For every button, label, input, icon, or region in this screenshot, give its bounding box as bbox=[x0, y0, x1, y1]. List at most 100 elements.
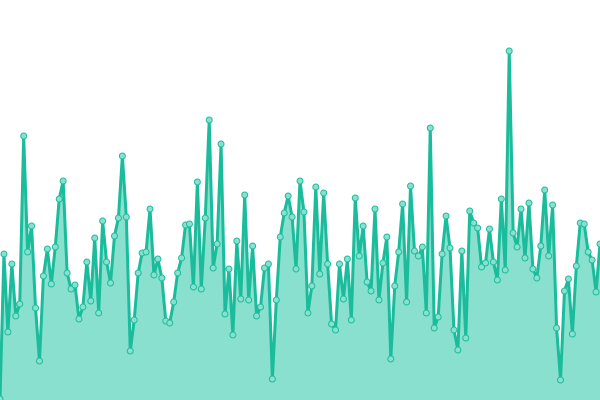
data-point bbox=[276, 233, 284, 241]
data-point bbox=[245, 296, 253, 304]
data-point bbox=[328, 320, 336, 328]
data-point bbox=[99, 217, 107, 225]
data-point bbox=[63, 269, 71, 277]
data-point bbox=[482, 259, 490, 267]
data-point bbox=[4, 328, 12, 336]
data-point bbox=[178, 254, 186, 262]
data-point bbox=[12, 312, 20, 320]
data-point bbox=[233, 237, 241, 245]
data-point bbox=[351, 194, 359, 202]
data-point bbox=[237, 295, 245, 303]
data-point bbox=[513, 243, 521, 251]
data-point bbox=[414, 252, 422, 260]
data-point bbox=[288, 213, 296, 221]
data-point bbox=[584, 248, 592, 256]
data-point bbox=[430, 324, 438, 332]
data-point bbox=[134, 269, 142, 277]
data-point bbox=[450, 326, 458, 334]
data-point bbox=[312, 183, 320, 191]
data-point bbox=[588, 256, 596, 264]
data-point bbox=[150, 271, 158, 279]
data-point bbox=[592, 288, 600, 296]
data-point bbox=[501, 266, 509, 274]
data-point bbox=[114, 214, 122, 222]
data-point bbox=[197, 285, 205, 293]
data-point bbox=[387, 355, 395, 363]
data-point bbox=[489, 258, 497, 266]
data-point bbox=[371, 205, 379, 213]
data-point bbox=[193, 178, 201, 186]
data-point bbox=[529, 265, 537, 273]
data-point bbox=[249, 242, 257, 250]
data-point bbox=[533, 274, 541, 282]
data-point bbox=[410, 247, 418, 255]
data-point bbox=[217, 140, 225, 148]
data-point bbox=[130, 316, 138, 324]
data-point bbox=[107, 279, 115, 287]
data-point bbox=[241, 191, 249, 199]
data-point bbox=[525, 199, 533, 207]
data-point bbox=[59, 177, 67, 185]
data-point bbox=[367, 287, 375, 295]
data-point bbox=[79, 303, 87, 311]
data-point bbox=[225, 265, 233, 273]
data-point bbox=[51, 243, 59, 251]
data-point bbox=[71, 281, 79, 289]
data-point bbox=[16, 300, 24, 308]
data-point bbox=[383, 233, 391, 241]
data-point bbox=[213, 240, 221, 248]
data-point bbox=[572, 262, 580, 270]
data-point bbox=[268, 375, 276, 383]
data-point bbox=[560, 287, 568, 295]
data-point bbox=[39, 272, 47, 280]
data-point bbox=[434, 313, 442, 321]
data-point bbox=[174, 269, 182, 277]
data-point bbox=[545, 252, 553, 260]
data-point bbox=[272, 296, 280, 304]
data-point bbox=[485, 225, 493, 233]
data-point bbox=[363, 278, 371, 286]
data-point bbox=[462, 334, 470, 342]
data-point bbox=[126, 347, 134, 355]
data-point bbox=[458, 247, 466, 255]
data-point bbox=[324, 260, 332, 268]
data-point bbox=[201, 214, 209, 222]
data-point bbox=[316, 270, 324, 278]
data-point bbox=[253, 312, 261, 320]
data-point bbox=[43, 245, 51, 253]
data-point bbox=[466, 207, 474, 215]
data-point bbox=[166, 319, 174, 327]
data-point bbox=[118, 152, 126, 160]
data-point bbox=[189, 283, 197, 291]
data-point bbox=[229, 331, 237, 339]
data-point bbox=[470, 219, 478, 227]
data-point bbox=[557, 376, 565, 384]
data-point bbox=[280, 209, 288, 217]
data-point bbox=[474, 224, 482, 232]
data-point bbox=[0, 395, 4, 400]
data-point bbox=[32, 304, 40, 312]
data-point bbox=[375, 296, 383, 304]
data-point bbox=[320, 189, 328, 197]
data-point bbox=[541, 186, 549, 194]
data-point bbox=[580, 220, 588, 228]
data-point bbox=[446, 244, 454, 252]
data-point bbox=[335, 260, 343, 268]
data-point bbox=[509, 229, 517, 237]
data-point bbox=[20, 132, 28, 140]
data-markers bbox=[0, 47, 600, 400]
data-point bbox=[87, 297, 95, 305]
data-point bbox=[257, 303, 265, 311]
data-point bbox=[549, 201, 557, 209]
data-point bbox=[359, 222, 367, 230]
data-point bbox=[343, 255, 351, 263]
area-fill bbox=[0, 51, 600, 400]
data-point bbox=[122, 213, 130, 221]
data-point bbox=[596, 240, 600, 248]
data-point bbox=[379, 259, 387, 267]
data-point bbox=[28, 222, 36, 230]
data-point bbox=[154, 255, 162, 263]
data-point bbox=[209, 264, 217, 272]
data-point bbox=[505, 47, 513, 55]
data-point bbox=[185, 220, 193, 228]
